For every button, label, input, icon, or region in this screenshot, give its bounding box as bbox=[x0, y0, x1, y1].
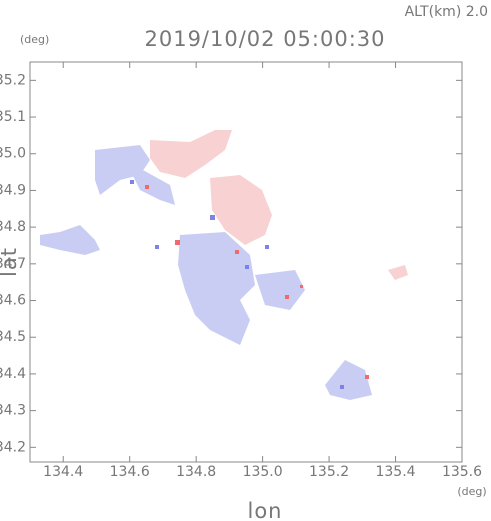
y-tick-label: 34.3 bbox=[0, 403, 26, 419]
x-unit: (deg) bbox=[457, 485, 486, 498]
x-tick-label: 135.0 bbox=[243, 464, 283, 480]
y-tick-label: 34.7 bbox=[0, 256, 26, 272]
x-tick-label: 134.4 bbox=[43, 464, 83, 480]
echo-region bbox=[255, 270, 305, 310]
y-tick-label: 35.1 bbox=[0, 109, 26, 125]
x-tick-label: 135.2 bbox=[309, 464, 349, 480]
y-axis-label: lat bbox=[0, 247, 21, 277]
echo-cell bbox=[155, 245, 159, 249]
echo-cell bbox=[130, 180, 134, 184]
y-tick-label: 34.8 bbox=[0, 219, 26, 235]
echo-regions bbox=[40, 130, 408, 400]
echo-cell bbox=[300, 285, 303, 288]
y-tick-label: 35.0 bbox=[0, 146, 26, 162]
echo-cell bbox=[245, 265, 249, 269]
y-tick-label: 34.5 bbox=[0, 329, 26, 345]
echo-cell bbox=[285, 295, 289, 299]
echo-cell bbox=[175, 240, 180, 245]
x-axis-label: lon bbox=[248, 499, 283, 521]
echo-cell bbox=[235, 250, 239, 254]
echo-region bbox=[325, 360, 372, 400]
y-tick-label: 34.4 bbox=[0, 366, 26, 382]
echo-region bbox=[125, 160, 175, 205]
echo-cell bbox=[210, 215, 215, 220]
plot-frame bbox=[29, 61, 463, 463]
x-tick-label: 134.6 bbox=[110, 464, 150, 480]
echo-cell bbox=[265, 245, 269, 249]
x-tick-label: 135.4 bbox=[375, 464, 415, 480]
echo-region bbox=[95, 145, 150, 195]
echo-region bbox=[150, 130, 232, 178]
echo-cell bbox=[340, 385, 344, 389]
echo-region bbox=[178, 232, 255, 345]
altitude-label: ALT(km) 2.0 bbox=[405, 4, 488, 20]
echo-region bbox=[388, 265, 408, 280]
y-unit: (deg) bbox=[20, 33, 49, 46]
echo-region bbox=[210, 175, 272, 245]
y-tick-label: 34.6 bbox=[0, 293, 26, 309]
x-tick-label: 135.6 bbox=[442, 464, 482, 480]
y-tick-label: 34.2 bbox=[0, 439, 26, 455]
echo-region bbox=[40, 225, 100, 255]
chart-title: 2019/10/02 05:00:30 bbox=[144, 27, 385, 51]
y-tick-label: 34.9 bbox=[0, 182, 26, 198]
echo-cell bbox=[365, 375, 369, 379]
x-tick-label: 134.8 bbox=[176, 464, 216, 480]
y-tick-label: 35.2 bbox=[0, 72, 26, 88]
echo-cell bbox=[145, 185, 149, 189]
